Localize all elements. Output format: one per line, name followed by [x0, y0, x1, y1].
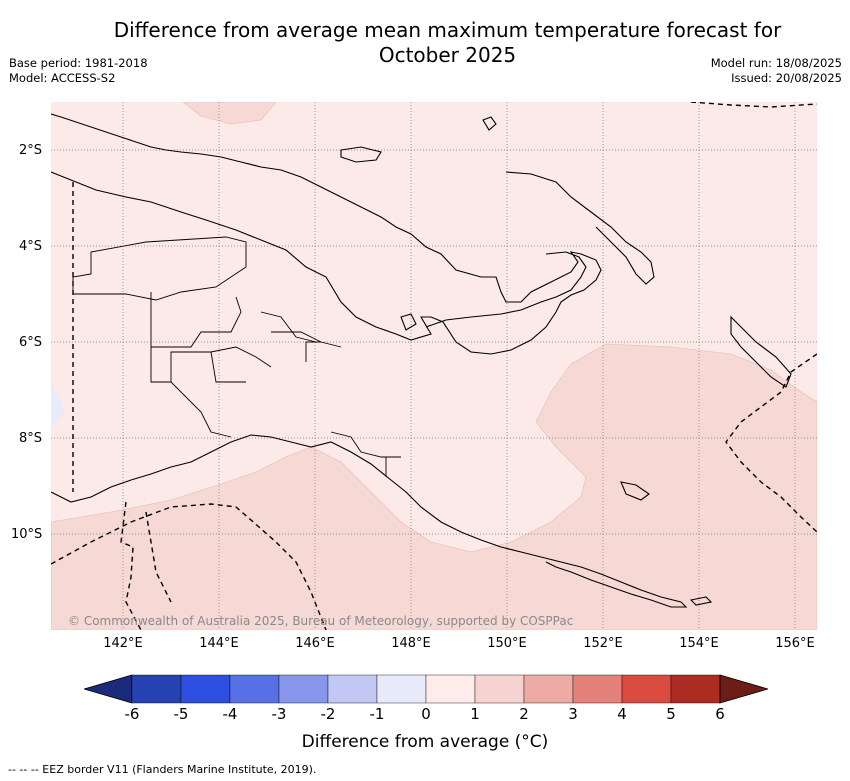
colorbar-segment	[229, 674, 280, 704]
issued-date: Issued: 20/08/2025	[731, 71, 842, 85]
lon-label-148e: 148°E	[391, 636, 431, 651]
colorbar-tick-label: 0	[421, 705, 431, 723]
colorbar-segment	[523, 674, 574, 704]
colorbar-label: Difference from average (°C)	[301, 732, 549, 752]
eez-footnote: -- -- -- EEZ border V11 (Flanders Marine…	[8, 763, 317, 776]
graticule	[51, 102, 817, 630]
map-canvas	[51, 102, 817, 630]
copyright-credit: © Commonwealth of Australia 2025, Bureau…	[68, 614, 574, 628]
colorbar	[82, 674, 770, 708]
south-coast	[51, 434, 688, 608]
colorbar-svg	[82, 674, 770, 704]
colorbar-tick-label: -4	[222, 705, 238, 723]
lat-label-2s: 2°S	[19, 143, 43, 158]
island-4	[689, 596, 713, 606]
lon-label-156e: 156°E	[775, 636, 815, 651]
colorbar-tick-label: -2	[320, 705, 336, 723]
title-line-2: October 2025	[378, 43, 517, 67]
anomaly-region-south	[51, 343, 817, 630]
colorbar-segment	[131, 674, 182, 704]
colorbar-tick-label: 6	[715, 705, 725, 723]
admiralty-island	[340, 146, 382, 163]
new-britain-coast	[425, 251, 587, 328]
colorbar-segment	[180, 674, 231, 704]
bougainville-coast	[730, 315, 792, 388]
lat-label-4s: 4°S	[19, 239, 43, 254]
colorbar-segment	[572, 674, 623, 704]
forecast-map	[51, 102, 817, 630]
colorbar-tick-label: -3	[271, 705, 287, 723]
colorbar-tick-label: 3	[568, 705, 578, 723]
anomaly-region-cool	[51, 382, 66, 427]
eez-borders	[51, 102, 817, 630]
lon-label-150e: 150°E	[487, 636, 527, 651]
colorbar-tick-label: 2	[519, 705, 529, 723]
map-title: Difference from average mean maximum tem…	[60, 18, 835, 68]
lon-label-152e: 152°E	[583, 636, 623, 651]
island-1	[482, 116, 497, 131]
lat-label-6s: 6°S	[19, 335, 43, 350]
mainland-coast	[51, 113, 602, 355]
colorbar-tick-label: -5	[173, 705, 189, 723]
province-borders	[72, 236, 401, 477]
colorbar-segment	[327, 674, 378, 704]
model-run-date: Model run: 18/08/2025	[710, 56, 842, 70]
colorbar-segment	[425, 674, 476, 704]
colorbar-tick-label: 4	[617, 705, 627, 723]
colorbar-segment	[621, 674, 672, 704]
model-name: Model: ACCESS-S2	[9, 71, 116, 85]
base-info: Base period: 1981-2018 Model: ACCESS-S2	[9, 56, 148, 86]
anomaly-region-north	[182, 102, 277, 125]
colorbar-segment	[474, 674, 525, 704]
colorbar-arrow-high	[719, 674, 770, 704]
colorbar-segment	[278, 674, 329, 704]
lon-label-142e: 142°E	[103, 636, 143, 651]
lon-label-146e: 146°E	[295, 636, 335, 651]
lon-label-154e: 154°E	[679, 636, 719, 651]
colorbar-tick-label: 5	[666, 705, 676, 723]
base-period: Base period: 1981-2018	[9, 56, 148, 70]
colorbar-tick-label: -1	[369, 705, 385, 723]
colorbar-tick-label: 1	[470, 705, 480, 723]
colorbar-segment	[376, 674, 427, 704]
colorbar-tick-label: -6	[124, 705, 140, 723]
island-3	[620, 481, 650, 501]
title-line-1: Difference from average mean maximum tem…	[113, 18, 782, 42]
colorbar-segment	[670, 674, 721, 704]
new-ireland-coast	[505, 171, 655, 285]
colorbar-arrow-low	[82, 674, 133, 704]
lon-label-144e: 144°E	[199, 636, 239, 651]
coastlines	[51, 113, 792, 608]
lat-label-10s: 10°S	[11, 527, 43, 542]
lat-label-8s: 8°S	[19, 431, 43, 446]
island-2	[400, 313, 417, 331]
run-info: Model run: 18/08/2025 Issued: 20/08/2025	[711, 56, 842, 86]
